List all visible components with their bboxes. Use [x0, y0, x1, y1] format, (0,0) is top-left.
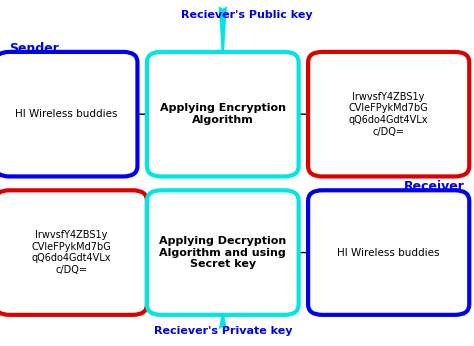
Text: Reciever's Public key: Reciever's Public key	[181, 10, 312, 20]
FancyBboxPatch shape	[0, 190, 147, 315]
FancyBboxPatch shape	[147, 190, 299, 315]
FancyBboxPatch shape	[147, 52, 299, 176]
FancyBboxPatch shape	[0, 52, 137, 176]
Text: HI Wireless buddies: HI Wireless buddies	[15, 109, 118, 119]
FancyBboxPatch shape	[308, 52, 469, 176]
Text: Reciever's Private key: Reciever's Private key	[154, 326, 292, 336]
Text: IrwvsfY4ZBS1y
CVleFPykMd7bG
qQ6do4Gdt4VLx
c/DQ=: IrwvsfY4ZBS1y CVleFPykMd7bG qQ6do4Gdt4VL…	[349, 92, 428, 137]
Text: Sender: Sender	[9, 42, 59, 55]
Text: Applying Encryption
Algorithm: Applying Encryption Algorithm	[160, 103, 286, 125]
Text: IrwvsfY4ZBS1y
CVleFPykMd7bG
qQ6do4Gdt4VLx
c/DQ=: IrwvsfY4ZBS1y CVleFPykMd7bG qQ6do4Gdt4VL…	[31, 230, 111, 275]
Text: Receiver: Receiver	[404, 180, 465, 193]
Text: Applying Decryption
Algorithm and using
Secret key: Applying Decryption Algorithm and using …	[159, 236, 286, 269]
Text: HI Wireless buddies: HI Wireless buddies	[337, 248, 440, 257]
FancyBboxPatch shape	[308, 190, 469, 315]
